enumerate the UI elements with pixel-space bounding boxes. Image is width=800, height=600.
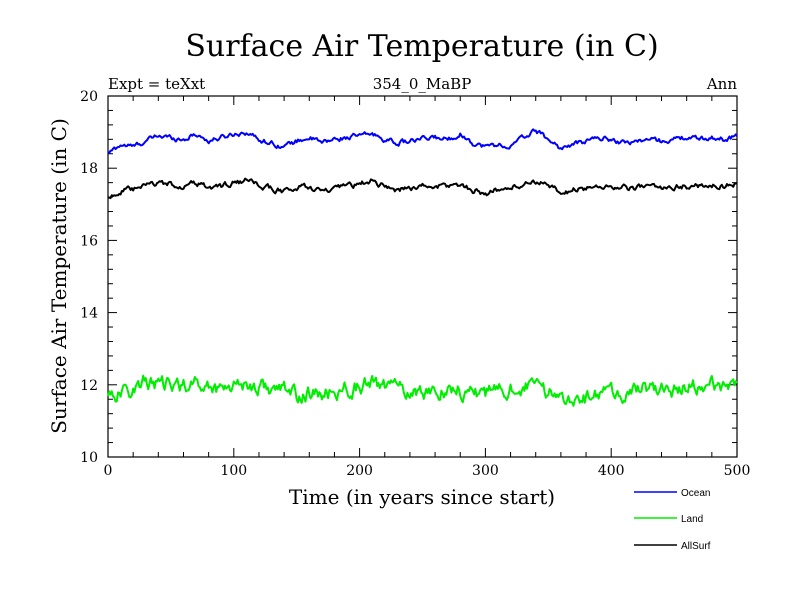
y-tick-label: 20 bbox=[80, 89, 98, 105]
x-axis-label: Time (in years since start) bbox=[289, 485, 555, 509]
series-line-allsurf bbox=[107, 177, 738, 200]
y-tick-label: 18 bbox=[80, 161, 98, 177]
y-tick-label: 12 bbox=[80, 378, 98, 394]
plot-frame bbox=[107, 95, 738, 458]
series-line-ocean bbox=[107, 128, 738, 155]
series-line-land bbox=[107, 374, 738, 407]
y-tick-label: 14 bbox=[80, 306, 98, 322]
x-tick-label: 300 bbox=[472, 463, 499, 479]
legend-label-allsurf: AllSurf bbox=[681, 541, 711, 552]
x-tick-label: 400 bbox=[598, 463, 625, 479]
subtitle-expt: Expt = teXxt bbox=[108, 75, 205, 93]
legend: Ocean Land AllSurf bbox=[634, 488, 711, 552]
x-tick-label: 500 bbox=[724, 463, 751, 479]
legend-label-land: Land bbox=[681, 514, 703, 525]
plot-area: 0 100 200 300 400 500 10 12 14 16 18 20 bbox=[80, 89, 750, 479]
x-tick-label: 100 bbox=[220, 463, 247, 479]
x-tick-label: 200 bbox=[346, 463, 373, 479]
y-tick-label: 16 bbox=[80, 233, 98, 249]
chart-title: Surface Air Temperature (in C) bbox=[185, 29, 658, 64]
y-tick-label: 10 bbox=[80, 450, 98, 466]
subtitle-season: Ann bbox=[706, 75, 737, 93]
y-axis-label: Surface Air Temperature (in C) bbox=[47, 118, 71, 434]
x-tick-label: 0 bbox=[104, 463, 113, 479]
subtitle-case: 354_0_MaBP bbox=[373, 75, 472, 93]
legend-label-ocean: Ocean bbox=[681, 488, 710, 499]
